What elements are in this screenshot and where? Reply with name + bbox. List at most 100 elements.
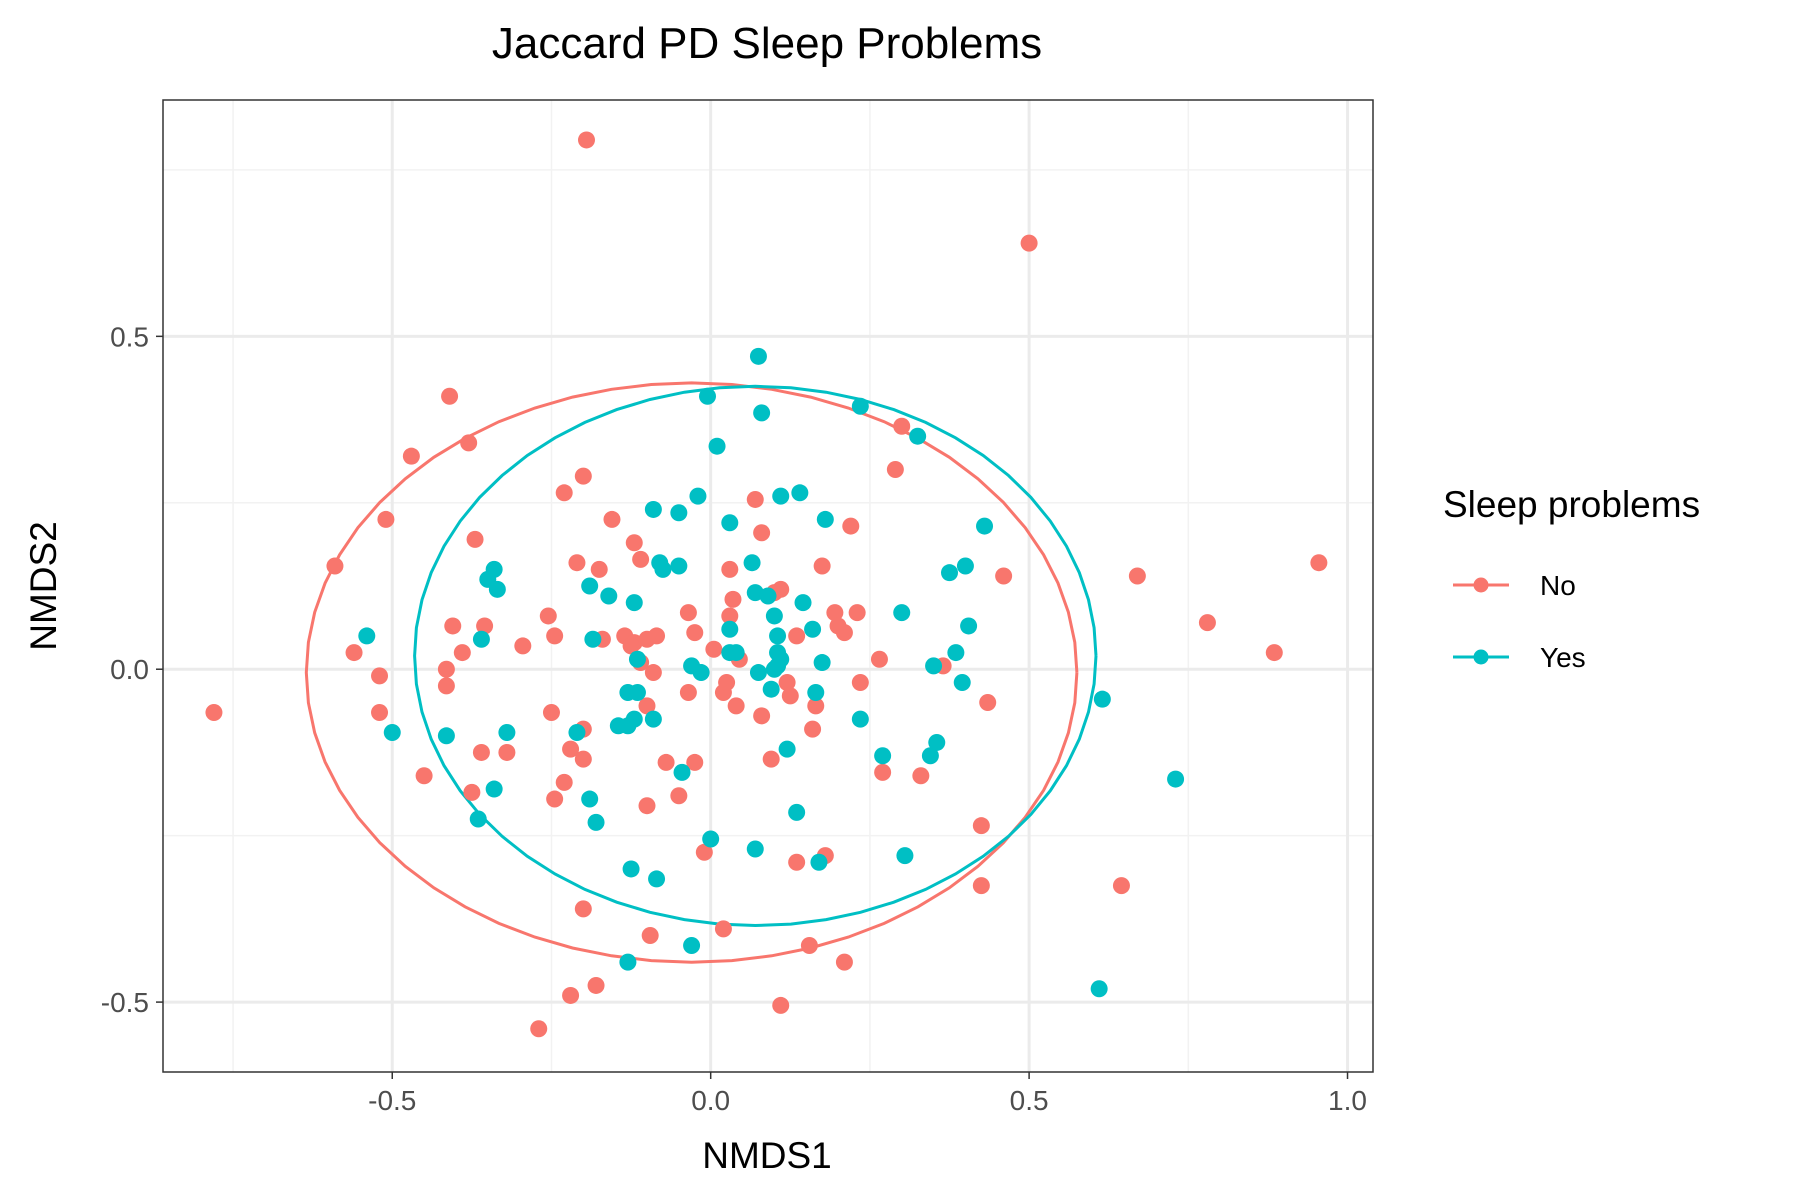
point-no xyxy=(686,624,704,642)
point-no xyxy=(874,763,892,781)
point-no xyxy=(886,460,904,478)
point-no xyxy=(686,753,704,771)
point-no xyxy=(472,743,490,761)
point-yes xyxy=(498,723,516,741)
point-yes xyxy=(654,560,672,578)
point-no xyxy=(603,510,621,528)
point-no xyxy=(371,703,389,721)
point-no xyxy=(826,604,844,622)
point-yes xyxy=(625,594,643,612)
point-no xyxy=(657,753,675,771)
point-no xyxy=(807,697,825,715)
point-no xyxy=(972,877,990,895)
point-yes xyxy=(769,627,787,645)
legend-key-point-no xyxy=(1473,577,1489,593)
point-yes xyxy=(743,554,761,572)
point-yes xyxy=(644,710,662,728)
point-no xyxy=(371,667,389,685)
point-yes xyxy=(851,710,869,728)
point-yes xyxy=(692,664,710,682)
point-no xyxy=(555,484,573,502)
point-no xyxy=(781,687,799,705)
plot-panel xyxy=(162,99,1374,1073)
point-no xyxy=(995,567,1013,585)
x-tick-label: 1.0 xyxy=(1328,1085,1367,1116)
point-no xyxy=(574,900,592,918)
point-yes xyxy=(765,660,783,678)
point-yes xyxy=(587,813,605,831)
point-no xyxy=(542,703,560,721)
point-no xyxy=(460,434,478,452)
point-no xyxy=(714,920,732,938)
point-yes xyxy=(670,557,688,575)
x-tick-label: 0.5 xyxy=(1010,1085,1049,1116)
point-no xyxy=(622,637,640,655)
point-no xyxy=(813,557,831,575)
point-no xyxy=(788,853,806,871)
legend: Sleep problems No Yes xyxy=(1443,484,1700,673)
point-yes xyxy=(762,680,780,698)
point-yes xyxy=(772,487,790,505)
point-no xyxy=(788,627,806,645)
point-yes xyxy=(749,664,767,682)
point-yes xyxy=(721,620,739,638)
point-no xyxy=(746,490,764,508)
point-no xyxy=(555,773,573,791)
point-yes xyxy=(746,840,764,858)
point-yes xyxy=(816,510,834,528)
point-yes xyxy=(648,870,666,888)
point-yes xyxy=(813,654,831,672)
point-yes xyxy=(791,484,809,502)
point-yes xyxy=(810,853,828,871)
point-no xyxy=(1128,567,1146,585)
point-yes xyxy=(670,504,688,522)
point-no xyxy=(721,607,739,625)
point-yes xyxy=(960,617,978,635)
point-yes xyxy=(953,674,971,692)
point-yes xyxy=(778,740,796,758)
point-no xyxy=(695,843,713,861)
point-yes xyxy=(600,587,618,605)
point-yes xyxy=(804,620,822,638)
legend-item-no: No xyxy=(1453,570,1576,601)
point-no xyxy=(562,740,580,758)
point-no xyxy=(912,767,930,785)
point-no xyxy=(893,417,911,435)
point-yes xyxy=(749,347,767,365)
point-yes xyxy=(794,594,812,612)
point-no xyxy=(476,617,494,635)
legend-label-no: No xyxy=(1540,570,1576,601)
point-no xyxy=(638,797,656,815)
point-no xyxy=(578,131,595,149)
y-tick-label: -0.5 xyxy=(101,987,149,1018)
point-no xyxy=(835,953,853,971)
point-yes xyxy=(683,937,701,955)
point-yes xyxy=(708,437,726,455)
point-yes xyxy=(568,723,586,741)
point-no xyxy=(679,604,697,622)
point-no xyxy=(979,694,997,712)
point-no xyxy=(568,554,586,572)
point-yes xyxy=(721,514,739,532)
point-yes xyxy=(699,387,716,405)
ellipse-no xyxy=(304,381,1079,964)
point-no xyxy=(848,604,866,622)
point-no xyxy=(402,447,420,465)
point-yes xyxy=(1093,690,1111,708)
point-yes xyxy=(788,803,806,821)
point-no xyxy=(437,660,455,678)
point-no xyxy=(587,976,605,994)
point-no xyxy=(466,530,484,548)
plot-border xyxy=(162,99,1374,1073)
point-yes xyxy=(941,564,958,582)
point-no xyxy=(778,674,796,692)
point-no xyxy=(1020,234,1038,252)
point-no xyxy=(641,927,659,945)
point-yes xyxy=(759,587,777,605)
point-yes xyxy=(622,860,640,878)
point-no xyxy=(753,524,771,542)
point-no xyxy=(1265,644,1283,662)
point-yes xyxy=(925,657,943,675)
point-yes xyxy=(874,747,892,765)
